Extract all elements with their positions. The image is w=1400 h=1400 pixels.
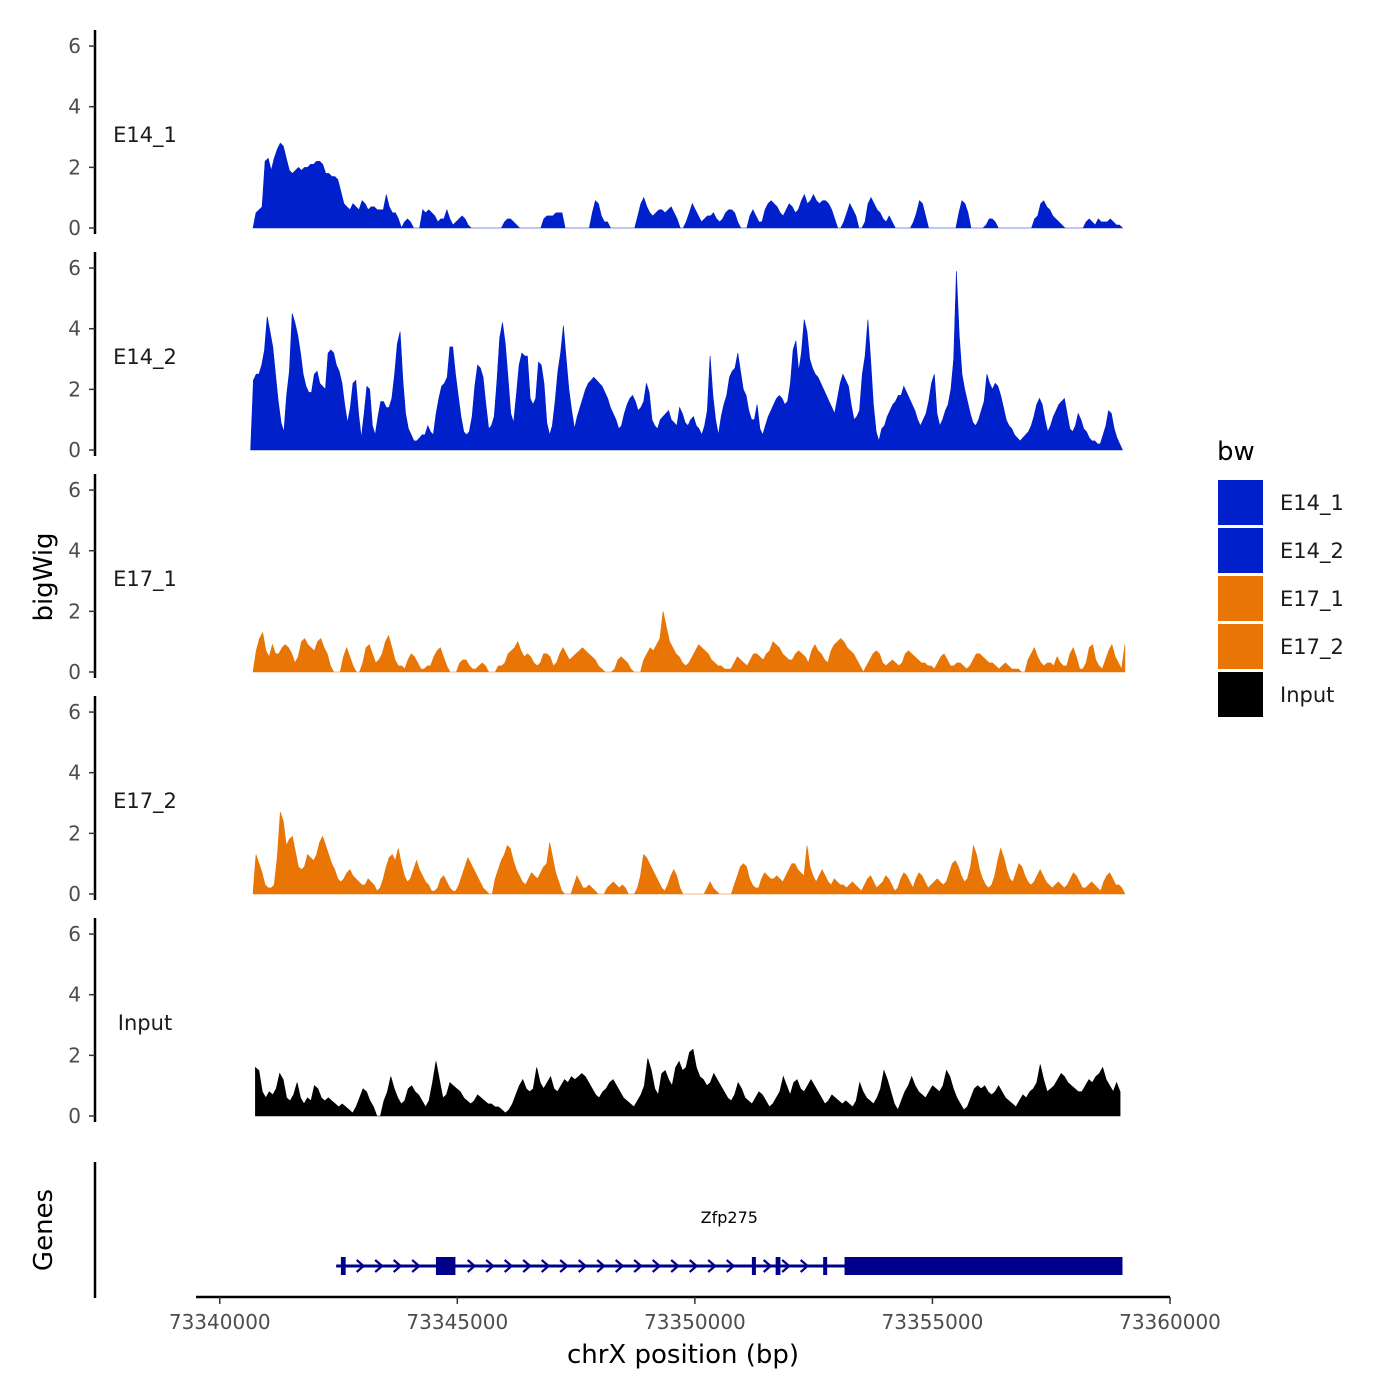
- strand-arrow: [522, 1259, 532, 1273]
- strand-arrow: [781, 1259, 791, 1273]
- y-tick-label: 2: [68, 1043, 81, 1067]
- strand-arrow: [374, 1259, 384, 1273]
- track-input: 0 2 4 6 Input: [68, 918, 1121, 1128]
- legend-item-input: Input: [1218, 672, 1334, 717]
- legend-swatch: [1218, 528, 1263, 573]
- y-tick-label: 0: [68, 660, 81, 684]
- bigwig-tracks: 0 2 4 6 E14_1 0 2 4 6 E14_2 0 2 4 6 E17_1 0 2 4 6 E17_2 0 2 4 6…: [68, 30, 1126, 1128]
- track-label: Input: [118, 1011, 172, 1035]
- legend-title: bw: [1217, 437, 1255, 467]
- track-e17-2: 0 2 4 6 E17_2: [68, 696, 1126, 906]
- y-tick-label: 2: [68, 599, 81, 623]
- strand-arrow: [392, 1259, 403, 1273]
- x-tick-label: 73350000: [644, 1310, 746, 1334]
- legend-swatch: [1218, 672, 1263, 717]
- strand-arrow: [596, 1259, 606, 1273]
- y-axis-title: bigWig: [29, 532, 59, 621]
- legend-item-e14-1: E14_1: [1218, 480, 1344, 525]
- strand-arrow: [799, 1259, 810, 1273]
- x-axis: 73340000 73345000 73350000 73355000 73360000: [169, 1295, 1221, 1334]
- strand-arrow: [540, 1259, 551, 1273]
- legend-swatch: [1218, 576, 1263, 621]
- x-tick-label: 73345000: [406, 1310, 508, 1334]
- y-tick-label: 0: [68, 438, 81, 462]
- gene-name-label: Zfp275: [701, 1208, 758, 1227]
- legend-swatch: [1218, 624, 1263, 669]
- strand-arrow: [466, 1259, 477, 1273]
- y-tick-label: 6: [68, 34, 81, 58]
- coverage-area-input: [255, 1048, 1121, 1117]
- coverage-area-e17-1: [252, 611, 1126, 673]
- strand-arrow: [725, 1259, 736, 1273]
- y-tick-label: 0: [68, 882, 81, 906]
- coverage-area-e14-1: [252, 142, 1124, 229]
- gene-exon: [823, 1257, 828, 1275]
- legend-label: E14_1: [1280, 491, 1344, 516]
- gene-exon: [775, 1257, 781, 1275]
- gene-exon: [435, 1257, 456, 1275]
- strand-arrow: [577, 1259, 588, 1273]
- strand-arrow: [411, 1259, 421, 1273]
- y-tick-label: 0: [68, 1104, 81, 1128]
- genes-axis-title: Genes: [29, 1189, 59, 1271]
- y-tick-label: 2: [68, 821, 81, 845]
- legend-label: Input: [1280, 683, 1334, 707]
- gene-exon: [340, 1257, 346, 1275]
- legend-label: E17_1: [1280, 587, 1344, 612]
- y-tick-label: 0: [68, 216, 81, 240]
- strand-arrow: [559, 1259, 569, 1273]
- strand-arrow: [485, 1259, 495, 1273]
- x-tick-label: 73340000: [169, 1310, 271, 1334]
- x-axis-title: chrX position (bp): [567, 1340, 799, 1370]
- x-tick-label: 73355000: [882, 1310, 984, 1334]
- y-tick-label: 6: [68, 922, 81, 946]
- track-e17-1: 0 2 4 6 E17_1: [68, 474, 1126, 684]
- legend-item-e14-2: E14_2: [1218, 528, 1344, 573]
- track-label: E14_2: [113, 345, 177, 370]
- coverage-area-e14-2: [250, 271, 1123, 451]
- gene-exon: [844, 1257, 1123, 1275]
- y-tick-label: 4: [68, 317, 81, 341]
- track-e14-2: 0 2 4 6 E14_2: [68, 252, 1123, 462]
- gene-exon: [751, 1257, 756, 1275]
- strand-arrow: [503, 1259, 514, 1273]
- legend-label: E17_2: [1280, 635, 1344, 660]
- strand-arrow: [633, 1259, 643, 1273]
- strand-arrow: [670, 1259, 680, 1273]
- legend-label: E14_2: [1280, 539, 1344, 564]
- track-label: E14_1: [113, 123, 177, 148]
- y-tick-label: 6: [68, 256, 81, 280]
- strand-arrow: [651, 1259, 662, 1273]
- track-label: E17_2: [113, 789, 177, 814]
- y-tick-label: 4: [68, 539, 81, 563]
- legend-item-e17-2: E17_2: [1218, 624, 1344, 669]
- x-tick-label: 73360000: [1119, 1310, 1221, 1334]
- y-tick-label: 6: [68, 700, 81, 724]
- y-tick-label: 4: [68, 983, 81, 1007]
- track-e14-1: 0 2 4 6 E14_1: [68, 30, 1124, 240]
- y-tick-label: 4: [68, 95, 81, 119]
- strand-arrow: [614, 1259, 625, 1273]
- y-tick-label: 2: [68, 377, 81, 401]
- coverage-area-e17-2: [252, 812, 1126, 895]
- legend-swatch: [1218, 480, 1263, 525]
- legend-item-e17-1: E17_1: [1218, 576, 1344, 621]
- strand-arrow: [707, 1259, 717, 1273]
- y-tick-label: 2: [68, 155, 81, 179]
- gene-panel: Zfp275: [93, 1162, 1123, 1298]
- track-label: E17_1: [113, 567, 177, 592]
- strand-arrow: [688, 1259, 699, 1273]
- gene-zfp275: Zfp275: [336, 1208, 1123, 1275]
- strand-arrow: [355, 1259, 366, 1273]
- strand-arrow: [762, 1259, 773, 1273]
- legend: bw E14_1 E14_2 E17_1 E17_2 Input: [1217, 437, 1344, 717]
- y-tick-label: 4: [68, 761, 81, 785]
- y-tick-label: 6: [68, 478, 81, 502]
